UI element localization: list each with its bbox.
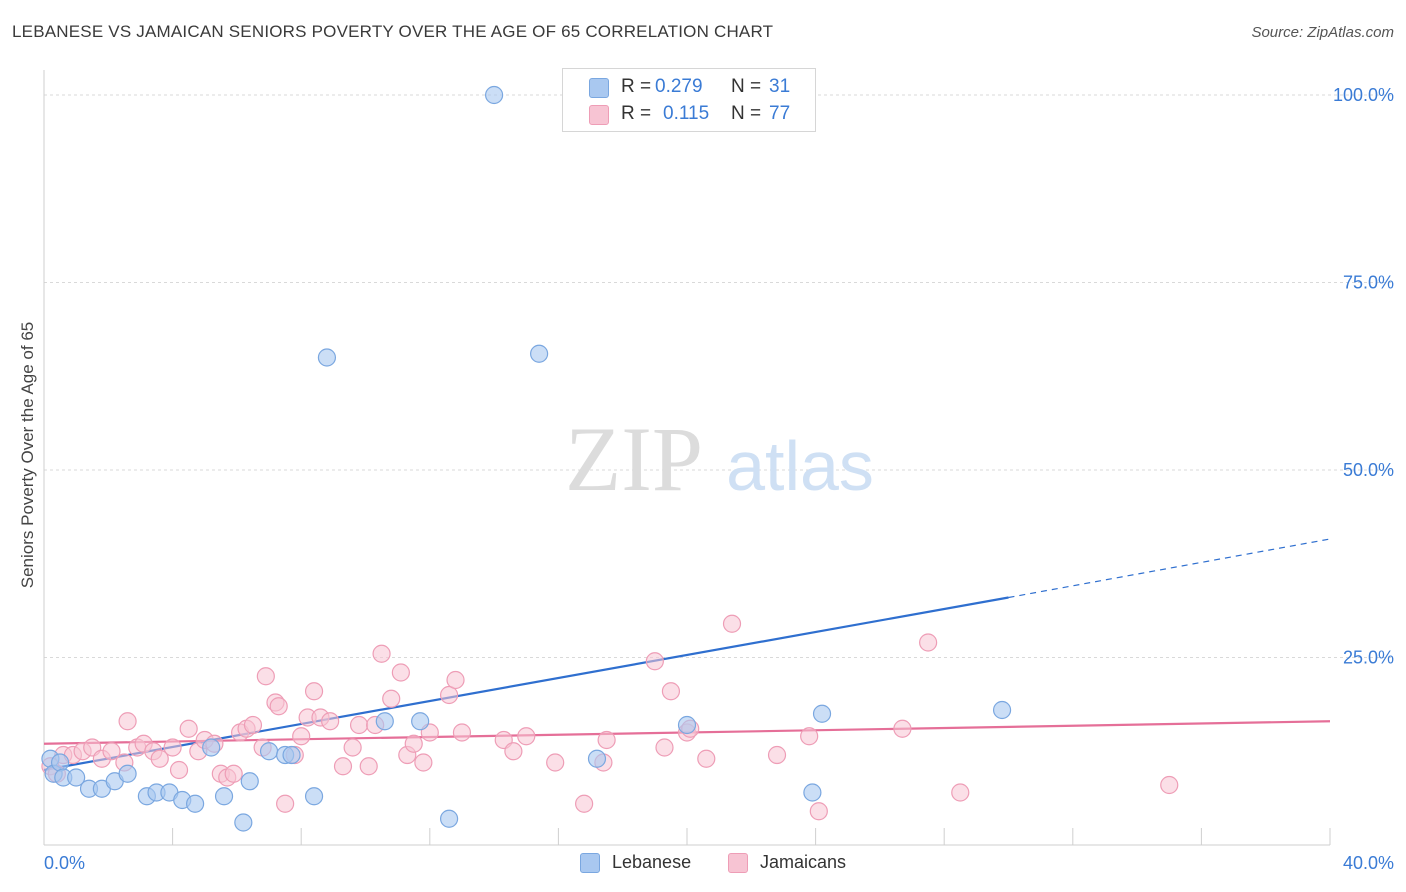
lebanese-point (812, 704, 832, 723)
jamaicans-point (414, 753, 433, 772)
jamaicans-point (102, 742, 121, 761)
jamaicans-point (446, 670, 465, 690)
lebanese-point (234, 813, 253, 832)
jamaicans-point (546, 753, 565, 772)
lebanese-point (803, 783, 822, 802)
jamaicans-point (722, 614, 742, 633)
lebanese-point (530, 344, 549, 363)
lebanese-point (375, 712, 394, 731)
chart-title: LEBANESE VS JAMAICAN SENIORS POVERTY OVE… (12, 22, 774, 41)
lebanese-point (118, 764, 137, 783)
legend-r-label: R = (621, 103, 652, 124)
jamaicans-point (1160, 775, 1179, 795)
jamaicans-point (645, 652, 664, 671)
jamaicans-point (391, 663, 410, 682)
jamaicans-point (343, 738, 362, 757)
jamaicans-point (118, 712, 137, 731)
lebanese-point (304, 787, 324, 806)
lebanese-r-value: 0.279 (655, 76, 703, 97)
jamaicans-point (276, 794, 295, 813)
y-axis-title: Seniors Poverty Over the Age of 65 (18, 322, 37, 588)
lebanese-point (282, 745, 301, 765)
jamaicans-point (800, 727, 819, 746)
watermark-atlas: atlas (726, 427, 874, 505)
jamaicans-point (224, 764, 243, 783)
jamaicans-point (697, 749, 716, 768)
jamaicans-point (243, 715, 263, 735)
jamaicans-point (150, 749, 169, 768)
gridlines (44, 94, 1392, 658)
jamaicans-point (951, 783, 970, 802)
lebanese-swatch (589, 78, 609, 98)
lebanese-point (186, 794, 205, 813)
x-tick-label-min: 0.0% (44, 853, 85, 873)
lebanese-points (41, 85, 1012, 832)
lebanese-point (992, 700, 1012, 720)
jamaicans-point (504, 742, 523, 761)
jamaicans-swatch (728, 853, 748, 873)
lebanese-point (67, 768, 86, 787)
jamaicans-point (809, 802, 828, 821)
jamaicans-r-value: 0.115 (663, 103, 710, 124)
jamaicans-point (655, 738, 674, 757)
y-tick-label: 75.0% (1343, 273, 1394, 293)
legend-n-label: N = (731, 76, 762, 97)
y-tick-labels: 25.0% 50.0% 75.0% 100.0% (1333, 85, 1394, 668)
jamaicans-point (269, 697, 288, 716)
correlation-legend: R = 0.279 N = 31 R = 0.115 N = 77 (562, 68, 816, 132)
jamaicans-point (597, 730, 616, 750)
bottom-legend-lebanese-label: Lebanese (612, 852, 692, 872)
jamaicans-swatch (589, 105, 609, 125)
watermark: ZIP atlas (565, 408, 874, 510)
legend-n-label: N = (731, 103, 762, 124)
jamaicans-point (919, 633, 938, 652)
lebanese-point (587, 749, 607, 768)
lebanese-point (317, 348, 337, 367)
source-label: Source: ZipAtlas.com (1251, 24, 1394, 41)
jamaicans-points (41, 614, 1179, 821)
lebanese-point (214, 787, 234, 806)
jamaicans-point (169, 760, 189, 780)
legend-r-label: R = (621, 76, 652, 97)
jamaicans-point (517, 727, 536, 746)
jamaicans-point (404, 734, 423, 753)
lebanese-trend-extension (1008, 538, 1331, 599)
lebanese-point (677, 715, 697, 735)
jamaicans-point (382, 689, 401, 708)
x-ticks (43, 828, 1331, 845)
lebanese-n-value: 31 (769, 76, 791, 97)
lebanese-point (202, 738, 221, 757)
jamaicans-point (321, 712, 340, 731)
x-tick-label-max: 40.0% (1343, 853, 1394, 873)
lebanese-point (485, 85, 504, 105)
lebanese-swatch (580, 853, 600, 873)
jamaicans-point (256, 667, 275, 686)
watermark-zip: ZIP (565, 408, 703, 510)
jamaicans-point (661, 682, 681, 701)
lebanese-point (259, 742, 279, 761)
lebanese-point (50, 753, 70, 772)
jamaicans-point (163, 738, 182, 757)
jamaicans-point (372, 644, 391, 663)
jamaicans-point (452, 723, 472, 742)
bottom-legend-jamaicans-label: Jamaicans (760, 852, 847, 872)
lebanese-point (439, 809, 459, 828)
jamaicans-point (767, 745, 787, 765)
jamaicans-point (359, 757, 378, 776)
jamaicans-point (439, 685, 459, 705)
jamaicans-point (575, 794, 594, 813)
y-tick-label: 25.0% (1343, 648, 1394, 668)
jamaicans-n-value: 77 (769, 103, 791, 124)
lebanese-point (411, 712, 430, 731)
jamaicans-point (179, 719, 198, 738)
jamaicans-point (304, 682, 324, 701)
jamaicans-point (893, 719, 912, 738)
jamaicans-point (292, 727, 311, 746)
y-tick-label: 100.0% (1333, 85, 1394, 105)
jamaicans-point (333, 757, 353, 776)
lebanese-point (240, 772, 259, 791)
jamaicans-point (349, 715, 369, 735)
y-tick-label: 50.0% (1343, 460, 1394, 480)
